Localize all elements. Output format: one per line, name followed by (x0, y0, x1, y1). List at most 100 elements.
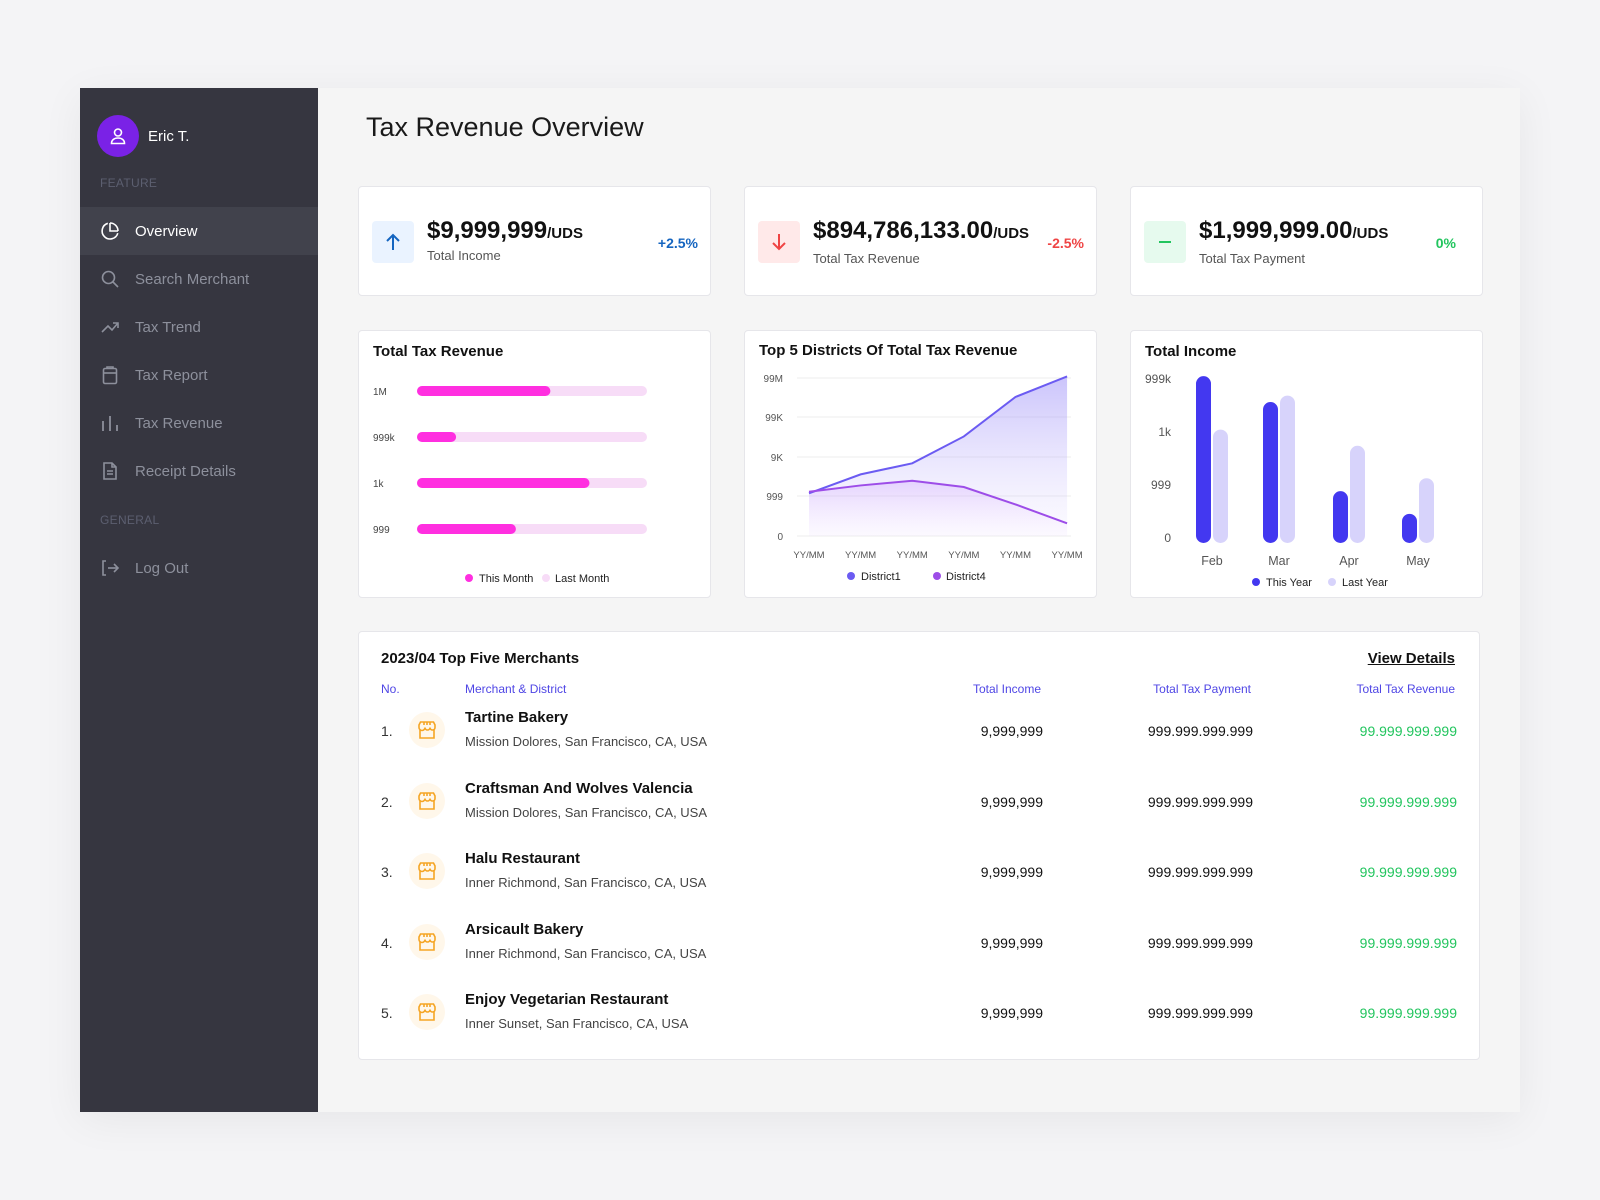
bar-this-year (1402, 513, 1417, 543)
stat-change: -2.5% (1047, 235, 1084, 251)
y-tick-label: 999 (766, 492, 783, 503)
x-tick-label: Mar (1268, 554, 1290, 568)
table-row[interactable]: 2. Craftsman And Wolves Valencia Mission D… (359, 770, 1481, 842)
legend-label: District4 (946, 571, 986, 583)
table-row[interactable]: 5. Enjoy Vegetarian Restaurant Inner Sunse… (359, 981, 1481, 1053)
bar-last-year (1213, 429, 1228, 543)
y-tick-label: 99K (765, 413, 783, 424)
stat-value: $1,999,999.00/UDS (1199, 217, 1389, 244)
tick-label: 999k (373, 433, 396, 444)
main-content: Tax Revenue Overview $9,999,999/UDS Tota… (318, 88, 1520, 1112)
y-tick-label: 999 (1151, 478, 1171, 492)
district1-line (808, 375, 1068, 495)
column-header-revenue[interactable]: Total Tax Revenue (1356, 682, 1455, 696)
clipboard-icon (100, 365, 120, 385)
sidebar-item-label: Tax Revenue (135, 414, 223, 432)
merchant-name[interactable]: Halu Restaurant (465, 850, 581, 867)
sidebar-item-tax-trend[interactable]: Tax Trend (80, 303, 318, 351)
table-row[interactable]: 1. Tartine Bakery Mission Dolores, San Fra… (359, 699, 1481, 771)
bar-this-year (1333, 491, 1348, 543)
sidebar-item-label: Receipt Details (135, 462, 236, 480)
merchant-name[interactable]: Arsicault Bakery (465, 920, 584, 938)
table-title: 2023/04 Top Five Merchants (381, 650, 580, 667)
merchant-name[interactable]: Craftsman And Wolves Valencia (465, 779, 693, 797)
logout-icon (100, 558, 120, 578)
user-profile[interactable]: Eric T. (97, 115, 189, 157)
store-icon (409, 853, 445, 889)
bar-this-month (417, 432, 457, 442)
sidebar-item-tax-revenue[interactable]: Tax Revenue (80, 399, 318, 447)
merchant-name[interactable]: Enjoy Vegetarian Restaurant (465, 991, 669, 1008)
bar-this-year (1196, 376, 1211, 543)
x-tick-label: YY/MM (1000, 550, 1031, 561)
app-window: Eric T. FEATURE Overview Search Merchant… (80, 88, 1520, 1112)
sidebar-item-search-merchant[interactable]: Search Merchant (80, 255, 318, 303)
y-tick-label: 0 (777, 532, 783, 543)
line-chart: 99M 99K 9K 999 0 YY/MM YY/MM YY/MM YY/MM YY/MM YY/… (764, 374, 1083, 583)
x-tick-label: Apr (1339, 554, 1358, 568)
total-tax-payment-cell: 999.999.999.999 (1147, 1005, 1253, 1021)
stat-label: Total Tax Revenue (813, 251, 920, 266)
x-tick-label: YY/MM (793, 550, 824, 561)
sidebar-item-label: Overview (135, 222, 198, 240)
chart-card-total-income: Total Income 999k 1k 999 0 Feb Mar Apr May This … (1130, 330, 1483, 598)
bar-last-year (1350, 445, 1365, 543)
column-header-income[interactable]: Total Income (972, 682, 1041, 696)
total-tax-revenue-cell: 99.999.999.999 (1359, 864, 1457, 880)
user-name: Eric T. (148, 127, 190, 145)
tick-label: 999 (373, 525, 390, 536)
merchant-name[interactable]: Tartine Bakery (465, 709, 569, 726)
district4-line (808, 479, 1068, 525)
chart-title: Total Income (1145, 343, 1237, 360)
bar-chart: 999k 1k 999 0 Feb Mar Apr May This Year Last Year (1145, 372, 1434, 589)
table-row[interactable]: 4. Arsicault Bakery Inner Richmond, San Fr… (359, 911, 1481, 983)
total-tax-revenue-cell: 99.999.999.999 (1359, 723, 1457, 739)
sidebar-item-overview[interactable]: Overview (80, 207, 318, 255)
merchant-district: Mission Dolores, San Francisco, CA, USA (465, 804, 708, 820)
total-income-cell: 9,999,999 (980, 1005, 1043, 1021)
bar-last-year (1419, 478, 1434, 543)
x-tick-label: YY/MM (1051, 550, 1082, 561)
stat-value: $9,999,999/UDS (427, 217, 583, 244)
legend-dot (847, 572, 855, 580)
bar-this-month (417, 386, 551, 396)
stat-change: +2.5% (657, 235, 698, 251)
total-income-cell: 9,999,999 (980, 934, 1043, 951)
logout-button[interactable]: Log Out (80, 544, 318, 592)
column-header-payment[interactable]: Total Tax Payment (1153, 682, 1251, 696)
page-title: Tax Revenue Overview (366, 112, 644, 142)
column-header-merchant[interactable]: Merchant & District (465, 682, 567, 696)
sidebar-item-receipt-details[interactable]: Receipt Details (80, 447, 318, 495)
total-tax-payment-cell: 999.999.999.999 (1147, 793, 1253, 810)
arrow-up-icon (372, 221, 414, 263)
bar-this-month (417, 478, 590, 488)
column-header-no[interactable]: No. (381, 682, 400, 696)
bar-chart-icon (100, 413, 120, 433)
sidebar-item-label: Search Merchant (135, 270, 250, 288)
x-tick-label: Feb (1201, 554, 1223, 568)
merchant-district: Mission Dolores, San Francisco, CA, USA (465, 734, 708, 749)
chart-card-total-tax-revenue: Total Tax Revenue 1M 999k 1k 999 This Month L… (358, 330, 711, 598)
hbar-chart: 1M 999k 1k 999 This Month Last Month (373, 386, 647, 585)
avatar[interactable] (97, 115, 139, 157)
general-section-label: GENERAL (100, 513, 160, 527)
chart-title: Top 5 Districts Of Total Tax Revenue (759, 342, 1018, 359)
legend-dot (465, 574, 473, 582)
total-tax-payment-cell: 999.999.999.999 (1147, 723, 1253, 739)
bar-last-year (1280, 395, 1295, 543)
trend-up-icon (100, 317, 120, 337)
legend-dot (1328, 578, 1336, 586)
total-tax-payment-cell: 999.999.999.999 (1147, 864, 1253, 880)
minus-icon (1144, 221, 1186, 263)
total-tax-revenue-cell: 99.999.999.999 (1359, 1005, 1457, 1021)
legend-dot (933, 572, 941, 580)
y-tick-label: 1k (1158, 425, 1172, 439)
sidebar-item-tax-report[interactable]: Tax Report (80, 351, 318, 399)
stat-card-total-income: $9,999,999/UDS Total Income +2.5% (358, 186, 711, 296)
table-row[interactable]: 3. Halu Restaurant Inner Richmond, San Fra… (359, 840, 1481, 912)
view-details-link[interactable]: View Details (1367, 650, 1455, 667)
stat-label: Total Tax Payment (1199, 251, 1305, 266)
bar-last-month (417, 432, 647, 442)
logout-label: Log Out (135, 559, 189, 577)
arrow-down-icon (758, 221, 800, 263)
